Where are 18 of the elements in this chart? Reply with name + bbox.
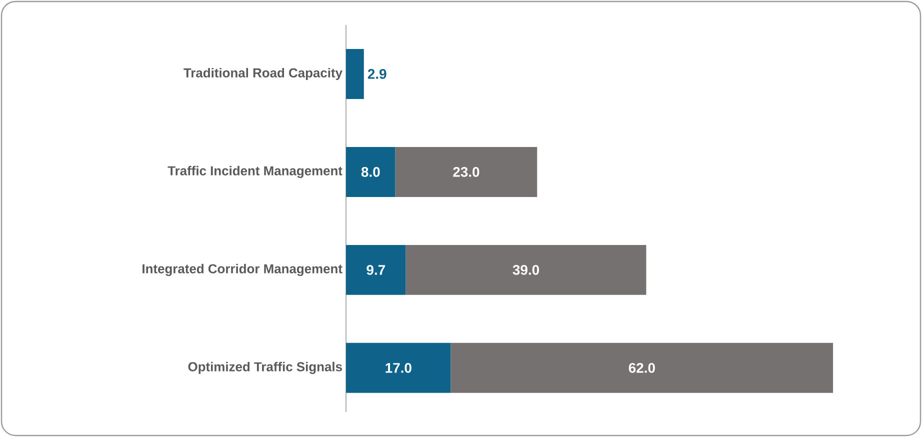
bar bbox=[346, 342, 451, 393]
bar bbox=[346, 244, 406, 295]
data-label: 39.0 bbox=[512, 264, 540, 275]
y-tick-label: Traffic Incident Management bbox=[168, 166, 342, 178]
data-label: 2.9 bbox=[368, 69, 386, 79]
bar bbox=[395, 146, 538, 197]
data-label: 23.0 bbox=[453, 166, 480, 177]
bar bbox=[346, 146, 396, 197]
data-label: 8.0 bbox=[361, 167, 380, 177]
y-tick-label: Optimized Traffic Signals bbox=[188, 362, 342, 374]
data-label: 17.0 bbox=[386, 362, 412, 373]
y-tick-label: Traditional Road Capacity bbox=[184, 68, 342, 80]
data-label: 9.7 bbox=[366, 264, 385, 275]
bar bbox=[406, 244, 646, 295]
bar bbox=[450, 342, 834, 393]
bar bbox=[346, 48, 364, 99]
data-label: 62.0 bbox=[628, 362, 655, 373]
y-tick-label: Integrated Corridor Management bbox=[142, 264, 342, 276]
